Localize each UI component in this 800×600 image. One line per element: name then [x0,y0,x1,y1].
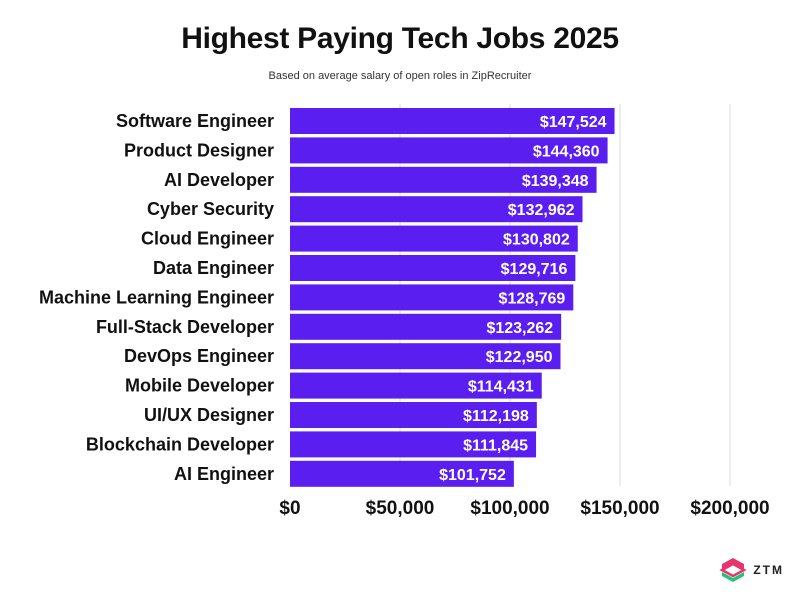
category-label: AI Engineer [174,464,274,484]
category-label: AI Developer [164,170,274,190]
category-label: DevOps Engineer [124,346,274,366]
bar [290,343,561,370]
bar [290,255,576,281]
value-label: $128,769 [499,290,566,307]
value-label: $139,348 [522,173,589,190]
category-label: Machine Learning Engineer [39,287,274,307]
ztm-logo-text: ZTM [753,563,784,577]
category-label: UI/UX Designer [144,405,274,425]
bar [290,372,542,399]
category-label: Data Engineer [153,258,274,278]
bar [290,313,562,340]
value-label: $129,716 [501,261,568,278]
x-tick-label: $150,000 [580,498,659,519]
category-label: Cyber Security [147,199,274,219]
x-tick-label: $50,000 [366,498,435,519]
bars [290,108,615,487]
ztm-logo: ZTM [719,556,784,584]
chart-title: Highest Paying Tech Jobs 2025 [181,22,619,55]
bar [290,196,583,223]
bar [290,108,615,134]
x-tick-label: $200,000 [690,498,769,519]
bar [290,225,578,252]
bar [290,284,574,311]
ztm-logo-icon [719,558,747,582]
value-label: $132,962 [508,202,575,219]
bar [290,402,537,428]
category-labels: Software Engineer Product Designer AI Deve… [39,111,274,484]
bar [290,166,597,193]
value-label: $123,262 [486,320,553,337]
value-label: $114,431 [468,379,534,396]
bar [290,460,514,487]
x-axis-tick-labels: $0 $50,000 $100,000 $150,000 $200,000 [279,498,769,519]
category-label: Full-Stack Developer [96,317,274,337]
value-label: $122,950 [486,349,553,366]
value-label: $101,752 [439,467,506,484]
bar [290,137,608,164]
value-label: $144,360 [533,143,600,160]
chart-subtitle: Based on average salary of open roles in… [268,70,532,82]
value-label: $147,524 [540,114,607,131]
value-label: $112,198 [463,408,529,425]
category-label: Software Engineer [116,111,274,131]
category-label: Cloud Engineer [141,229,274,249]
category-label: Product Designer [124,140,274,160]
bar [290,431,537,458]
category-label: Mobile Developer [125,376,274,396]
x-tick-label: $0 [279,498,300,519]
value-labels: $147,524 $144,360 $139,348 $132,962 $130,802… [439,114,607,484]
value-label: $130,802 [503,232,570,249]
category-label: Blockchain Developer [86,434,274,454]
value-label: $111,845 [463,437,528,454]
x-tick-label: $100,000 [470,498,549,519]
